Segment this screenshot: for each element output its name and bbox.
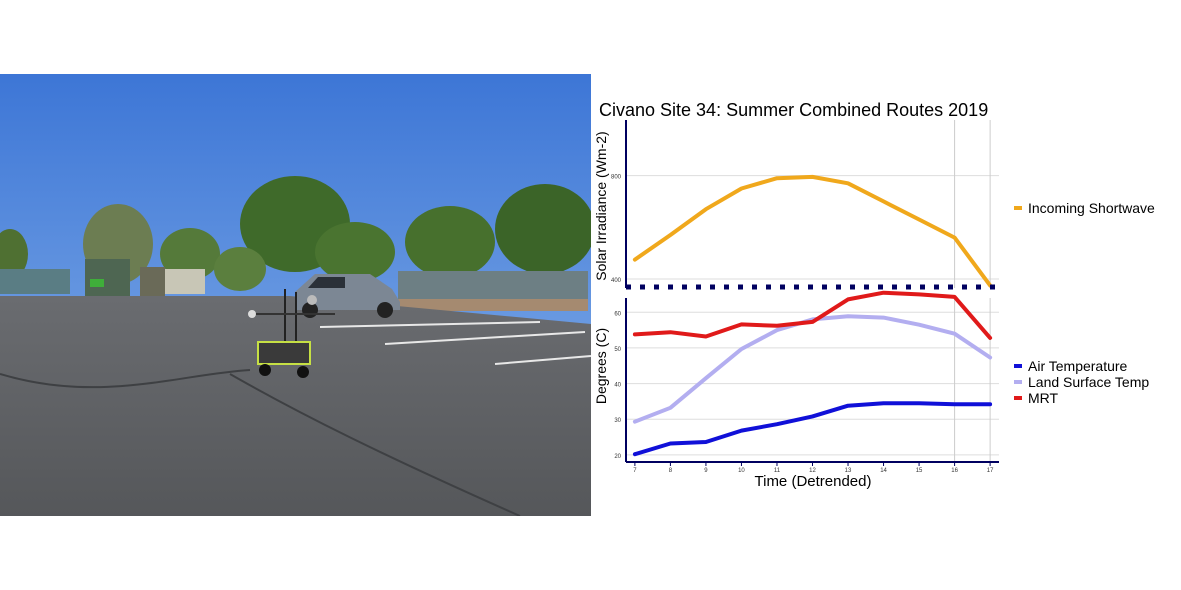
temperature-panel: 20 30 40 50 60 7 8 9 10 11 12 13 14 15 16 17 — [614, 290, 999, 474]
y-tick-label: 400 — [611, 278, 622, 284]
bottom-y-axis-title: Degrees (C) — [593, 328, 609, 404]
series-line-air-temperature — [632, 401, 993, 457]
fences-and-bins — [0, 259, 588, 311]
legend-label: Incoming Shortwave — [1028, 200, 1155, 216]
chart-title: Civano Site 34: Summer Combined Routes 2… — [599, 100, 988, 120]
y-tick-label: 800 — [611, 175, 622, 181]
legend-label: MRT — [1028, 390, 1059, 406]
sensor-cart — [248, 289, 335, 378]
legend-solar: Incoming Shortwave — [1014, 200, 1155, 216]
legend-label: Land Surface Temp — [1028, 374, 1149, 390]
pavement-cracks — [0, 369, 521, 516]
trees — [0, 176, 591, 291]
x-tick-label: 15 — [916, 468, 923, 474]
x-tick-label: 12 — [809, 468, 816, 474]
x-tick-label: 13 — [845, 468, 852, 474]
parking-lines — [319, 321, 591, 365]
x-tick-label: 11 — [774, 468, 781, 474]
y-tick-label: 20 — [614, 454, 621, 460]
parking-lot-photo — [0, 74, 591, 516]
x-tick-label: 16 — [951, 468, 958, 474]
series-line-incoming-shortwave — [632, 174, 993, 288]
top-y-axis-title: Solar Irradiance (Wm-2) — [593, 131, 609, 280]
x-tick-label: 17 — [987, 468, 994, 474]
y-tick-label: 30 — [614, 418, 621, 424]
asphalt — [0, 296, 591, 516]
x-tick-label: 14 — [880, 468, 887, 474]
y-tick-label: 60 — [614, 311, 621, 317]
y-tick-label: 50 — [614, 347, 621, 353]
x-tick-label: 7 — [633, 468, 637, 474]
x-tick-label: 9 — [704, 468, 708, 474]
chart-area: Civano Site 34: Summer Combined Routes 2… — [593, 100, 1155, 490]
solar-panel: 400 800 — [611, 120, 999, 288]
y-tick-label: 40 — [614, 383, 621, 389]
x-axis-title: Time (Detrended) — [755, 473, 872, 490]
series-line-mrt — [632, 290, 993, 340]
legend-label: Air Temperature — [1028, 358, 1128, 374]
x-tick-label: 8 — [669, 468, 673, 474]
x-tick-label: 10 — [738, 468, 745, 474]
series-line-land-surface-temp — [632, 314, 993, 424]
